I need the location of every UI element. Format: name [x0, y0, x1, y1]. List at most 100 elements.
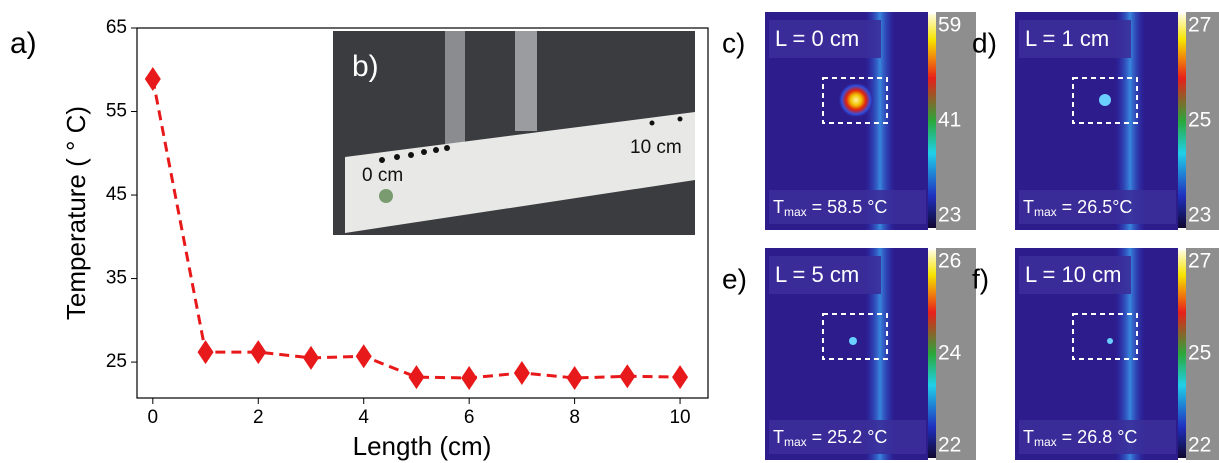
colorbar-tick-label: 59 — [938, 14, 961, 37]
marker — [566, 365, 583, 390]
position-label: L = 10 cm — [1025, 262, 1121, 287]
tmax-symbol: T — [1023, 197, 1034, 217]
marker — [197, 340, 214, 365]
colorbar-tick-label: 26 — [938, 250, 961, 273]
photo-label: b) — [352, 50, 379, 83]
photo — [333, 31, 695, 235]
colorbar-tick-label: 23 — [938, 204, 961, 227]
tmax-subscript: max — [1034, 205, 1057, 219]
tmax-box — [1019, 190, 1176, 224]
photo-post — [515, 31, 537, 131]
tmax-value: = 25.2 °C — [807, 427, 888, 447]
tmax-box — [769, 420, 926, 454]
tmax-box — [769, 190, 926, 224]
tmax-label: Tmax = 25.2 °C — [773, 427, 887, 449]
photo-spot — [379, 189, 393, 203]
panel-label: c) — [722, 27, 745, 58]
colorbar-tick-label: 23 — [1188, 204, 1211, 227]
x-tick-label: 10 — [669, 407, 690, 428]
y-tick-label: 55 — [106, 101, 127, 122]
marker — [619, 364, 636, 389]
photo-board — [345, 112, 695, 233]
x-tick-label: 2 — [253, 407, 264, 428]
x-tick-label: 0 — [148, 407, 159, 428]
x-tick-label: 8 — [569, 407, 580, 428]
region-box — [822, 313, 888, 360]
colorbar — [1178, 250, 1186, 458]
region-box — [1072, 77, 1138, 124]
tmax-value: = 26.5°C — [1057, 197, 1133, 217]
panel-label: d) — [972, 27, 997, 58]
y-tick-label: 25 — [106, 351, 127, 372]
plot-frame — [136, 27, 709, 399]
hot-spot — [849, 337, 857, 345]
marker — [672, 365, 689, 390]
label-box — [1019, 20, 1131, 58]
marker — [250, 340, 267, 365]
x-tick-label: 4 — [358, 407, 369, 428]
photo-mark: 10 cm — [630, 137, 682, 158]
marker — [355, 344, 372, 369]
label-box — [769, 256, 881, 294]
marker — [408, 365, 425, 390]
tmax-value: = 26.8 °C — [1057, 427, 1138, 447]
data-line — [151, 78, 681, 380]
tmax-label: Tmax = 26.8 °C — [1023, 427, 1137, 449]
colorbar-tick-label: 27 — [1188, 14, 1211, 37]
tmax-subscript: max — [784, 435, 807, 449]
photo-post — [445, 31, 465, 161]
colorbar-tick-label: 25 — [1188, 342, 1211, 365]
tmax-subscript: max — [1034, 435, 1057, 449]
tmax-subscript: max — [784, 205, 807, 219]
panel-label: a) — [10, 27, 37, 60]
marker — [302, 345, 319, 370]
tmax-value: = 58.5 °C — [807, 197, 888, 217]
hot-spot — [1107, 338, 1113, 344]
y-tick-label: 65 — [106, 17, 127, 38]
thermal-image: 26 24 22 L = 5 cm Tmax = 25.2 °C — [765, 248, 976, 460]
colorbar-tick-label: 24 — [938, 342, 962, 365]
colorbar-tick-label: 27 — [1188, 250, 1211, 273]
thermal-image: 27 25 22 L = 10 cm Tmax = 26.8 °C — [1015, 248, 1219, 460]
tmax-symbol: T — [773, 197, 784, 217]
y-axis-label: Temperature ( ° C) — [61, 106, 91, 320]
marker — [144, 66, 161, 91]
thermal-image: 27 25 23 L = 1 cm Tmax = 26.5°C — [1015, 12, 1219, 230]
tmax-label: Tmax = 58.5 °C — [773, 197, 887, 219]
y-tick-label: 35 — [106, 268, 127, 289]
y-tick-label: 45 — [106, 184, 127, 205]
colorbar-axis — [936, 12, 976, 230]
colorbar-tick-label: 25 — [1188, 109, 1211, 132]
colorbar-axis — [936, 248, 976, 460]
tmax-box — [1019, 420, 1176, 454]
marker — [513, 360, 530, 385]
label-box — [1019, 256, 1131, 294]
colorbar-tick-label: 22 — [938, 434, 961, 457]
colorbar-axis — [1186, 248, 1219, 460]
thermal-image: 59 41 23 L = 0 cm Tmax = 58.5 °C — [765, 12, 976, 230]
colorbar-axis — [1186, 12, 1219, 230]
colorbar — [928, 14, 936, 228]
label-box — [769, 20, 881, 58]
photo-mark: 0 cm — [362, 165, 403, 186]
region-box — [1072, 313, 1138, 360]
marker — [461, 365, 478, 390]
region-box — [822, 77, 888, 124]
hot-spot — [1099, 94, 1111, 106]
hot-spot — [838, 82, 874, 118]
tmax-label: Tmax = 26.5°C — [1023, 197, 1132, 219]
panel-label: f) — [972, 263, 989, 294]
position-label: L = 5 cm — [775, 262, 859, 287]
position-label: L = 0 cm — [775, 26, 859, 51]
colorbar — [1178, 14, 1186, 228]
x-tick-label: 6 — [464, 407, 475, 428]
photo-dots — [379, 116, 683, 163]
colorbar-tick-label: 41 — [938, 109, 961, 132]
position-label: L = 1 cm — [1025, 26, 1109, 51]
colorbar — [928, 250, 936, 458]
colorbar-tick-label: 22 — [1188, 434, 1211, 457]
x-axis-label: Length (cm) — [353, 431, 492, 461]
tmax-symbol: T — [1023, 427, 1034, 447]
tmax-symbol: T — [773, 427, 784, 447]
